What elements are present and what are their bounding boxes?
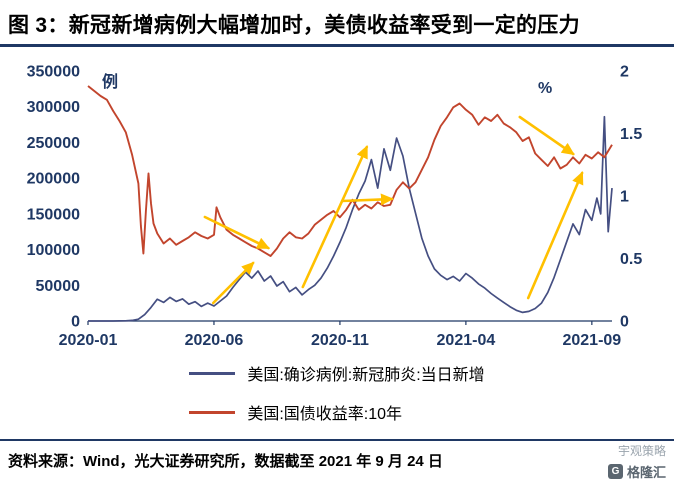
svg-text:1: 1: [620, 189, 629, 206]
watermark: 宇观策略 G 格隆汇: [607, 442, 666, 481]
svg-text:2021-04: 2021-04: [437, 332, 496, 349]
cases-legend-label: 美国:确诊病例:新冠肺炎:当日新增: [247, 367, 485, 384]
legend-item-treasury-yield: 美国:国债收益率:10年: [189, 400, 484, 424]
watermark-brand-text: 宇观策略: [617, 444, 666, 458]
trend-arrows: [203, 115, 584, 305]
title-underline: [0, 44, 674, 47]
svg-text:2020-11: 2020-11: [311, 332, 369, 349]
legend: 美国:确诊病例:新冠肺炎:当日新增 美国:国债收益率:10年: [189, 361, 485, 424]
gelonghui-logo-text: 格隆汇: [626, 465, 666, 480]
gelonghui-logo-icon: G: [607, 464, 623, 479]
svg-text:1.5: 1.5: [620, 126, 642, 143]
cases-line-swatch: [189, 371, 236, 375]
legend-item-covid-cases: 美国:确诊病例:新冠肺炎:当日新增: [189, 361, 485, 385]
svg-text:例: 例: [102, 72, 118, 91]
svg-text:2021-09: 2021-09: [562, 332, 621, 349]
footer-divider: [0, 439, 674, 441]
svg-text:2: 2: [620, 64, 629, 81]
svg-text:250000: 250000: [27, 135, 80, 152]
yield-legend-label: 美国:国债收益率:10年: [247, 406, 403, 423]
svg-text:150000: 150000: [27, 206, 80, 223]
svg-text:0: 0: [620, 314, 629, 331]
chart-canvas: 2020-01 2020-06 2020-11 2021-04 2021-0905000…: [27, 64, 643, 350]
svg-text:200000: 200000: [27, 171, 80, 188]
svg-text:0: 0: [71, 314, 80, 331]
yield-line-swatch: [189, 410, 236, 414]
source-note: 资料来源：Wind，光大证券研究所，数据截至 2021 年 9 月 24 日: [8, 453, 443, 470]
svg-text:50000: 50000: [36, 278, 81, 295]
svg-text:0.5: 0.5: [620, 251, 642, 268]
svg-text:350000: 350000: [27, 64, 80, 81]
svg-text:300000: 300000: [27, 99, 80, 116]
gelonghui-logo: G 格隆汇: [607, 462, 666, 481]
svg-text:2020-06: 2020-06: [185, 332, 244, 349]
axes: [87, 320, 612, 325]
svg-text:100000: 100000: [27, 242, 80, 259]
axis-labels: 2020-01 2020-06 2020-11 2021-04 2021-0905000…: [27, 64, 643, 350]
figure-title: 图 3：新冠新增病例大幅增加时，美债收益率受到一定的压力: [8, 14, 580, 37]
svg-text:2020-01: 2020-01: [59, 332, 118, 349]
svg-text:%: %: [538, 80, 552, 97]
